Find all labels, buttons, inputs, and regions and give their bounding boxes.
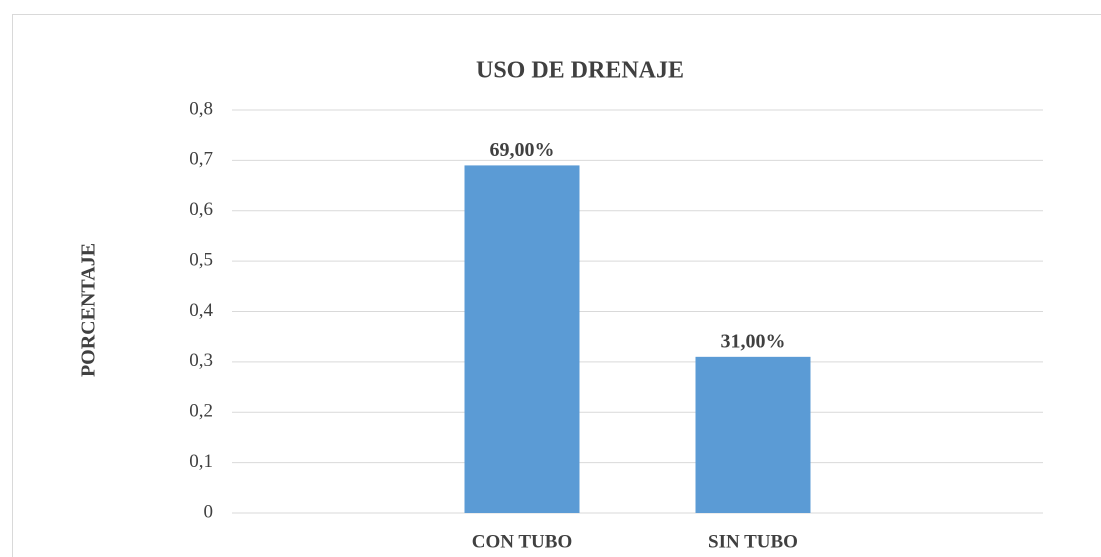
y-tick-label: 0,7 (189, 149, 213, 170)
y-axis-label: PORCENTAJE (78, 243, 100, 377)
data-label: 31,00% (721, 330, 786, 352)
y-tick-label: 0,3 (189, 350, 213, 371)
y-tick-label: 0,8 (189, 98, 213, 119)
y-tick-label: 0 (204, 501, 214, 522)
y-tick-label: 0,4 (189, 300, 213, 321)
chart-frame (12, 14, 1101, 557)
y-tick-label: 0,5 (189, 249, 213, 270)
bar (464, 165, 580, 513)
y-tick-label: 0,6 (189, 199, 213, 220)
x-tick-label: CON TUBO (472, 531, 572, 552)
bar (695, 356, 811, 513)
y-tick-label: 0,1 (189, 451, 213, 472)
x-tick-label: SIN TUBO (708, 531, 798, 552)
chart-title: USO DE DRENAJE (476, 58, 684, 84)
y-tick-label: 0,2 (189, 401, 213, 422)
data-label: 69,00% (490, 139, 555, 161)
